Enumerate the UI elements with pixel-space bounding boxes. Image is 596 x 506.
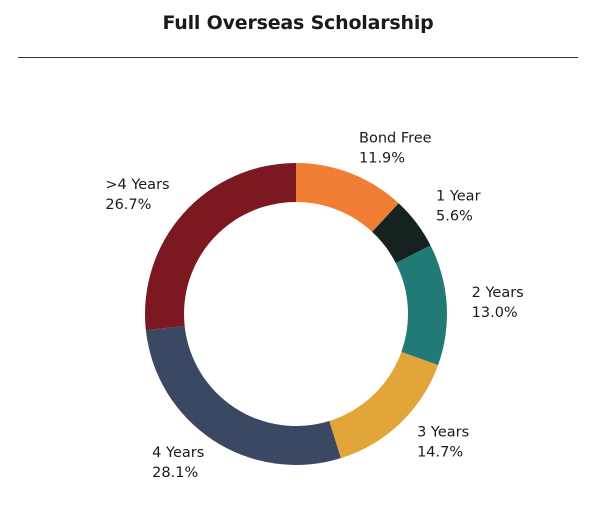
donut-slice-3-years — [329, 351, 439, 459]
slice-label-group: 1 Year 5.6% — [436, 189, 481, 225]
slice-label-group: >4 Years 26.7% — [105, 177, 169, 213]
slice-label-group: 3 Years 14.7% — [417, 425, 469, 461]
slice-value-label: 14.7% — [417, 445, 463, 461]
donut-slice-4-years — [145, 325, 341, 465]
donut-slice-1-year — [372, 203, 431, 264]
slice-label-group: 4 Years 28.1% — [152, 445, 204, 481]
title-divider — [18, 57, 578, 58]
chart-title: Full Overseas Scholarship — [162, 12, 434, 34]
slice-category-label: 3 Years — [417, 425, 469, 441]
donut-slice-2-years — [395, 245, 447, 366]
slice-label-group: 2 Years 13.0% — [472, 285, 524, 321]
donut-slice-4-years — [145, 163, 296, 331]
slice-category-label: 4 Years — [152, 445, 204, 461]
donut-slice-bond-free — [296, 163, 399, 232]
slice-value-label: 11.9% — [359, 150, 405, 166]
slice-category-label: 2 Years — [472, 285, 524, 301]
slice-value-label: 26.7% — [105, 197, 151, 213]
slice-value-label: 13.0% — [472, 305, 518, 321]
slice-value-label: 28.1% — [152, 465, 198, 481]
slice-category-label: Bond Free — [359, 130, 432, 146]
slice-value-label: 5.6% — [436, 209, 473, 225]
slice-label-group: Bond Free 11.9% — [359, 130, 432, 166]
slice-category-label: 1 Year — [436, 189, 481, 205]
slice-category-label: >4 Years — [105, 177, 169, 193]
